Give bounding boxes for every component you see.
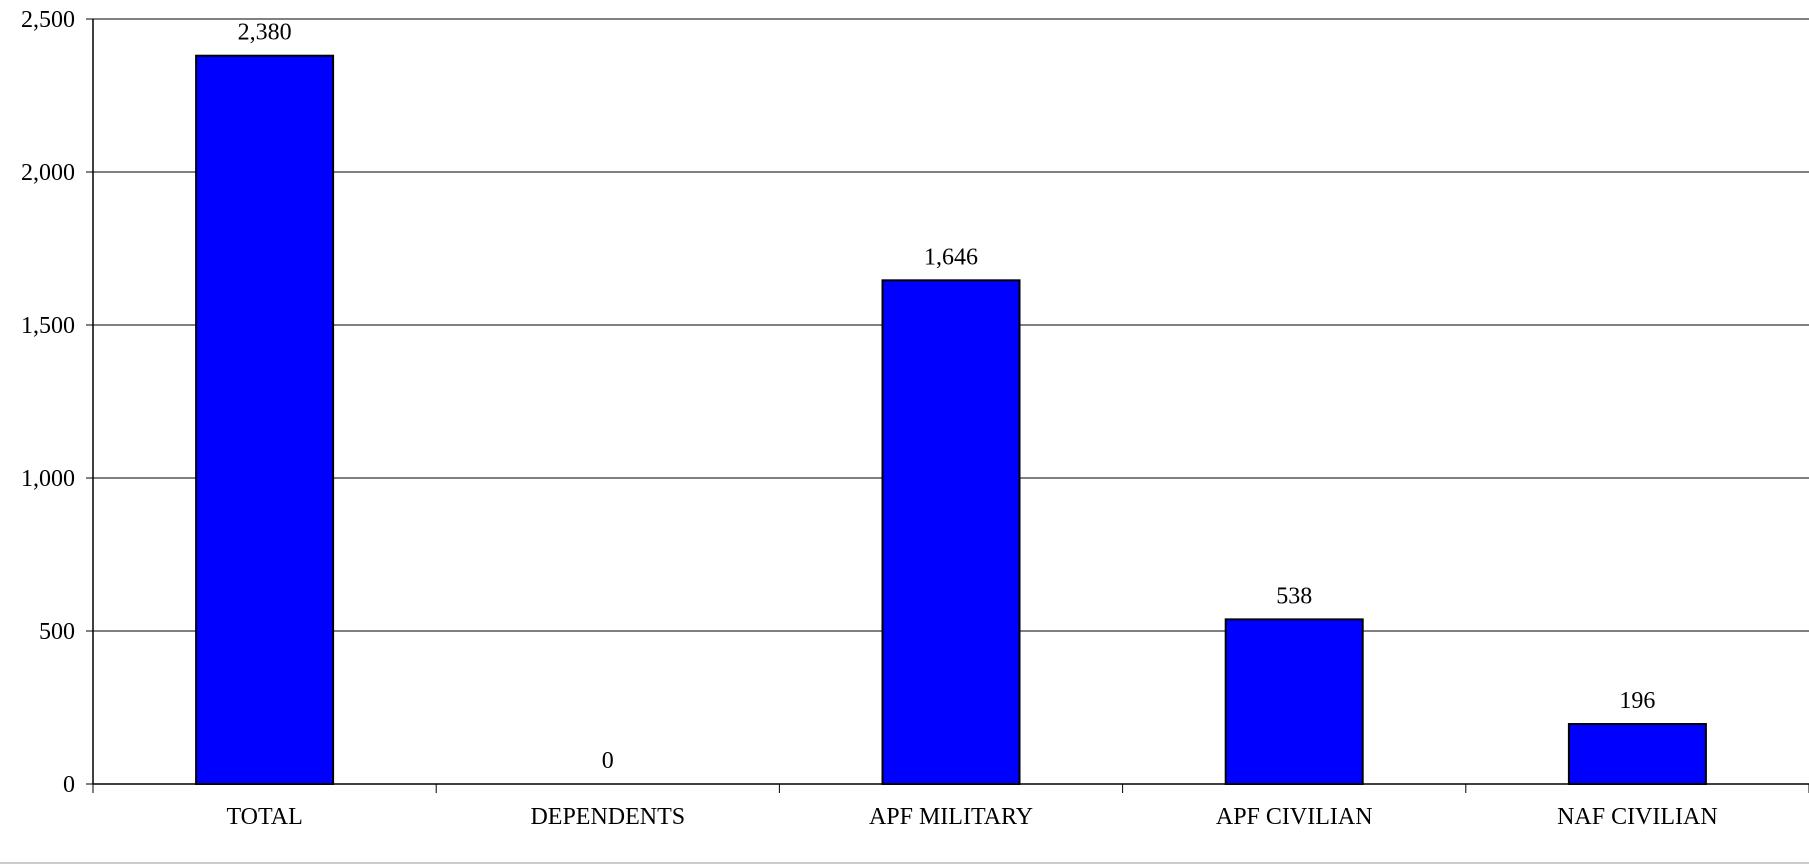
x-tick-label: NAF CIVILIAN [1557, 804, 1718, 830]
data-label: 1,646 [924, 244, 978, 270]
x-axis-tick-labels: TOTAL DEPENDENTS APF MILITARY APF CIVILIAN N… [226, 804, 1717, 830]
y-tick-label: 1,500 [21, 313, 75, 339]
data-label: 2,380 [238, 20, 292, 46]
x-tick-label: DEPENDENTS [530, 804, 685, 830]
data-label: 196 [1619, 688, 1655, 714]
axes [86, 18, 1809, 793]
bar [1224, 618, 1364, 786]
bar [1567, 723, 1707, 785]
x-tick-label: TOTAL [226, 804, 302, 830]
data-label: 538 [1276, 583, 1312, 609]
bar [881, 279, 1021, 785]
y-tick-label: 2,000 [21, 160, 75, 186]
data-label: 0 [602, 748, 614, 774]
y-tick-label: 500 [39, 619, 75, 645]
x-tick-label: APF CIVILIAN [1216, 804, 1373, 830]
data-labels: 2,380 0 1,646 538 196 [238, 20, 1656, 774]
bars [195, 54, 1707, 786]
y-tick-label: 1,000 [21, 466, 75, 492]
y-tick-label: 0 [63, 772, 75, 798]
y-axis-tick-labels: 0 500 1,000 1,500 2,000 2,500 [21, 7, 75, 798]
y-tick-label: 2,500 [21, 7, 75, 33]
x-tick-label: APF MILITARY [869, 804, 1033, 830]
bar [195, 54, 335, 786]
